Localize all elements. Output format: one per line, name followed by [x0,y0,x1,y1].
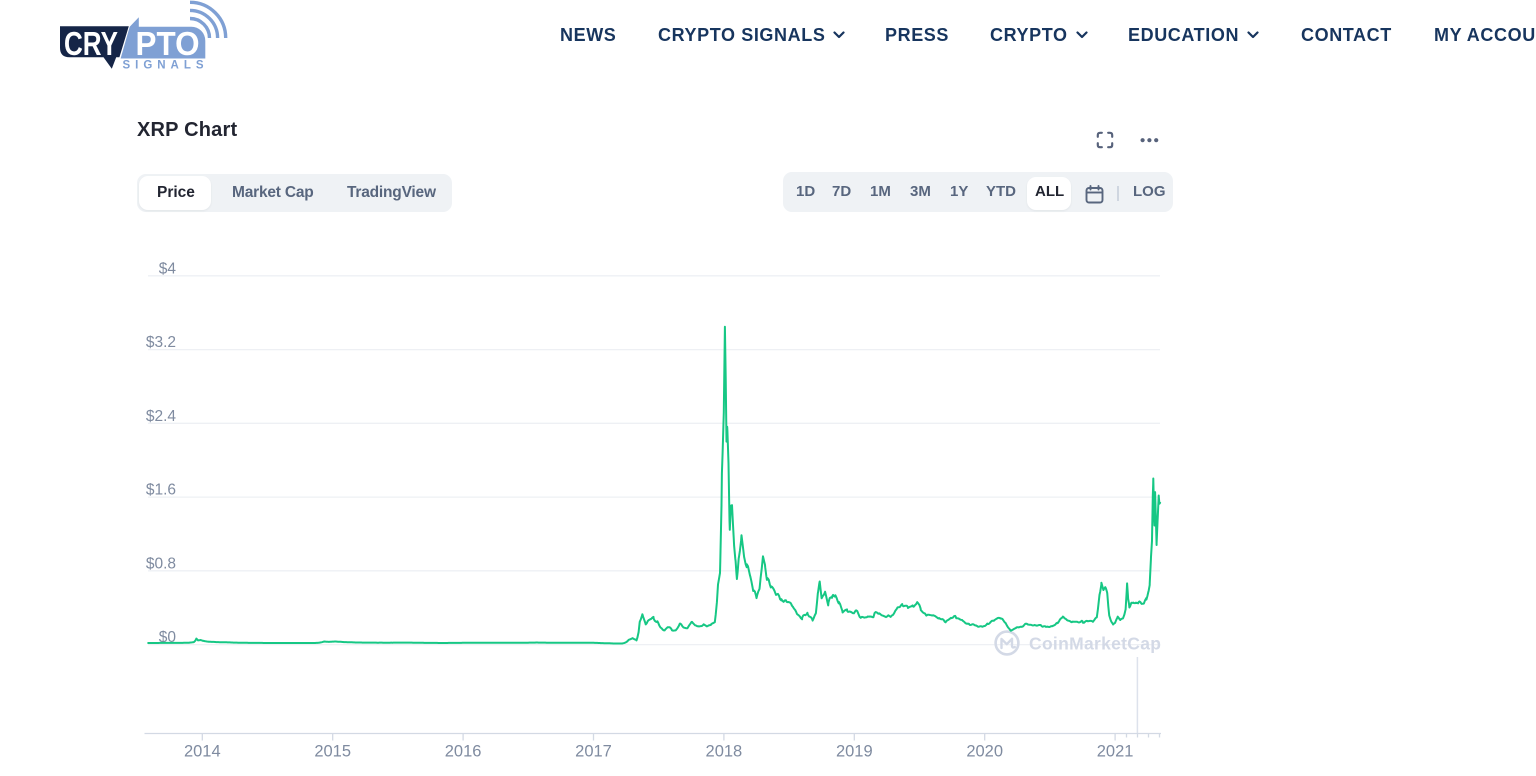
svg-text:2018: 2018 [706,743,743,761]
svg-text:SIGNALS: SIGNALS [123,60,204,72]
svg-text:2020: 2020 [966,743,1003,761]
svg-text:2016: 2016 [445,743,482,761]
svg-text:$4: $4 [159,260,177,277]
svg-text:2017: 2017 [575,743,612,761]
svg-text:2021: 2021 [1097,743,1134,761]
svg-text:$3.2: $3.2 [146,334,176,351]
svg-text:PTO: PTO [136,25,200,62]
svg-text:$0.8: $0.8 [146,555,176,572]
svg-text:2019: 2019 [836,743,873,761]
svg-text:$2.4: $2.4 [146,408,177,425]
svg-text:2014: 2014 [184,743,221,761]
svg-text:$0: $0 [159,629,177,646]
svg-text:CRY: CRY [64,25,118,62]
svg-text:CoinMarketCap: CoinMarketCap [1029,634,1161,654]
svg-text:$1.6: $1.6 [146,482,176,499]
svg-text:2015: 2015 [314,743,351,761]
